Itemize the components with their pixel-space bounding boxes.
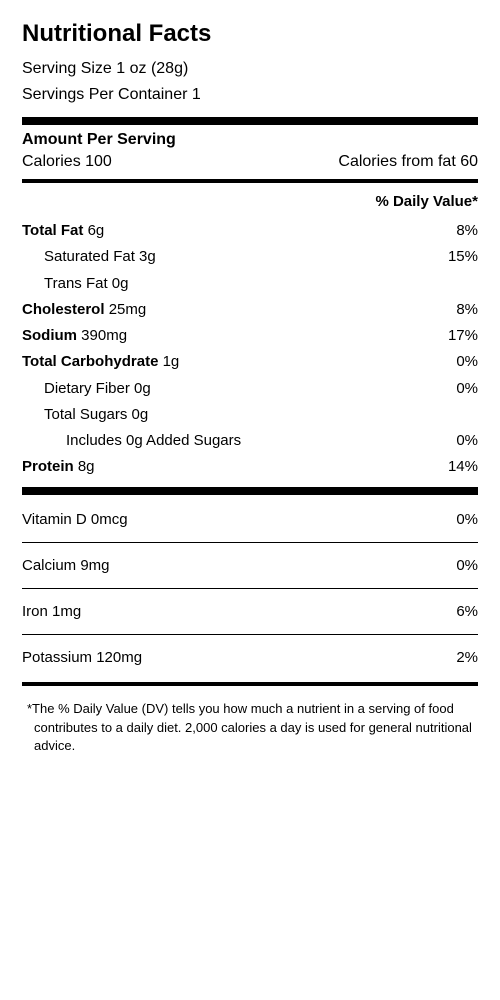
nutrient-label: Total Sugars 0g [22,402,148,428]
vitamin-label: Calcium 9mg [22,557,110,574]
vitamin-dv: 0% [456,557,478,574]
nutrient-label: Protein 8g [22,454,95,480]
nutrient-label: Sodium 390mg [22,323,127,349]
calories-row: Calories 100 Calories from fat 60 [22,153,478,171]
nutrient-label: Saturated Fat 3g [22,244,156,270]
nutrient-dv: 14% [448,454,478,480]
nutrient-row: Protein 8g 14% [22,454,478,480]
vitamin-label: Vitamin D 0mcg [22,511,128,528]
servings-per-container: Servings Per Container 1 [22,82,478,108]
nutrient-label: Cholesterol 25mg [22,297,146,323]
vitamin-row: Iron 1mg 6% [22,593,478,630]
nutrient-label: Total Fat 6g [22,218,104,244]
nutrient-label: Total Carbohydrate 1g [22,349,179,375]
nutrient-dv: 0% [456,376,478,402]
vitamin-label: Potassium 120mg [22,649,142,666]
footnote: *The % Daily Value (DV) tells you how mu… [22,700,478,757]
nutrient-dv: 15% [448,244,478,270]
nutrient-row: Total Sugars 0g [22,402,478,428]
amount-per-serving-label: Amount Per Serving [22,131,478,149]
vitamin-dv: 0% [456,511,478,528]
nutrient-row: Includes 0g Added Sugars 0% [22,428,478,454]
separator-thin [22,634,478,635]
separator-med [22,179,478,183]
separator-med [22,682,478,686]
nutrient-row: Cholesterol 25mg 8% [22,297,478,323]
vitamin-list: Vitamin D 0mcg 0% Calcium 9mg 0% Iron 1mg 6% P… [22,501,478,676]
nutrient-row: Saturated Fat 3g 15% [22,244,478,270]
separator-thick [22,117,478,125]
calories-value: Calories 100 [22,153,112,171]
nutrient-row: Sodium 390mg 17% [22,323,478,349]
separator-thin [22,588,478,589]
nutrient-dv: 0% [456,428,478,454]
serving-info: Serving Size 1 oz (28g) Servings Per Con… [22,56,478,107]
serving-size: Serving Size 1 oz (28g) [22,56,478,82]
nutrient-label: Includes 0g Added Sugars [22,428,241,454]
nutrient-list: Total Fat 6g 8% Saturated Fat 3g 15% Trans F… [22,218,478,481]
daily-value-header: % Daily Value* [22,193,478,210]
calories-from-fat: Calories from fat 60 [338,153,478,171]
vitamin-dv: 6% [456,603,478,620]
nutrient-label: Trans Fat 0g [22,271,128,297]
nutrition-title: Nutritional Facts [22,20,478,48]
vitamin-row: Potassium 120mg 2% [22,639,478,676]
nutrient-dv: 0% [456,349,478,375]
vitamin-label: Iron 1mg [22,603,81,620]
nutrient-row: Total Fat 6g 8% [22,218,478,244]
vitamin-row: Vitamin D 0mcg 0% [22,501,478,538]
separator-thick [22,487,478,495]
nutrient-row: Total Carbohydrate 1g 0% [22,349,478,375]
nutrient-row: Dietary Fiber 0g 0% [22,376,478,402]
separator-thin [22,542,478,543]
nutrient-dv: 17% [448,323,478,349]
nutrient-row: Trans Fat 0g [22,271,478,297]
nutrient-dv: 8% [456,218,478,244]
nutrient-dv: 8% [456,297,478,323]
vitamin-dv: 2% [456,649,478,666]
vitamin-row: Calcium 9mg 0% [22,547,478,584]
nutrient-label: Dietary Fiber 0g [22,376,151,402]
